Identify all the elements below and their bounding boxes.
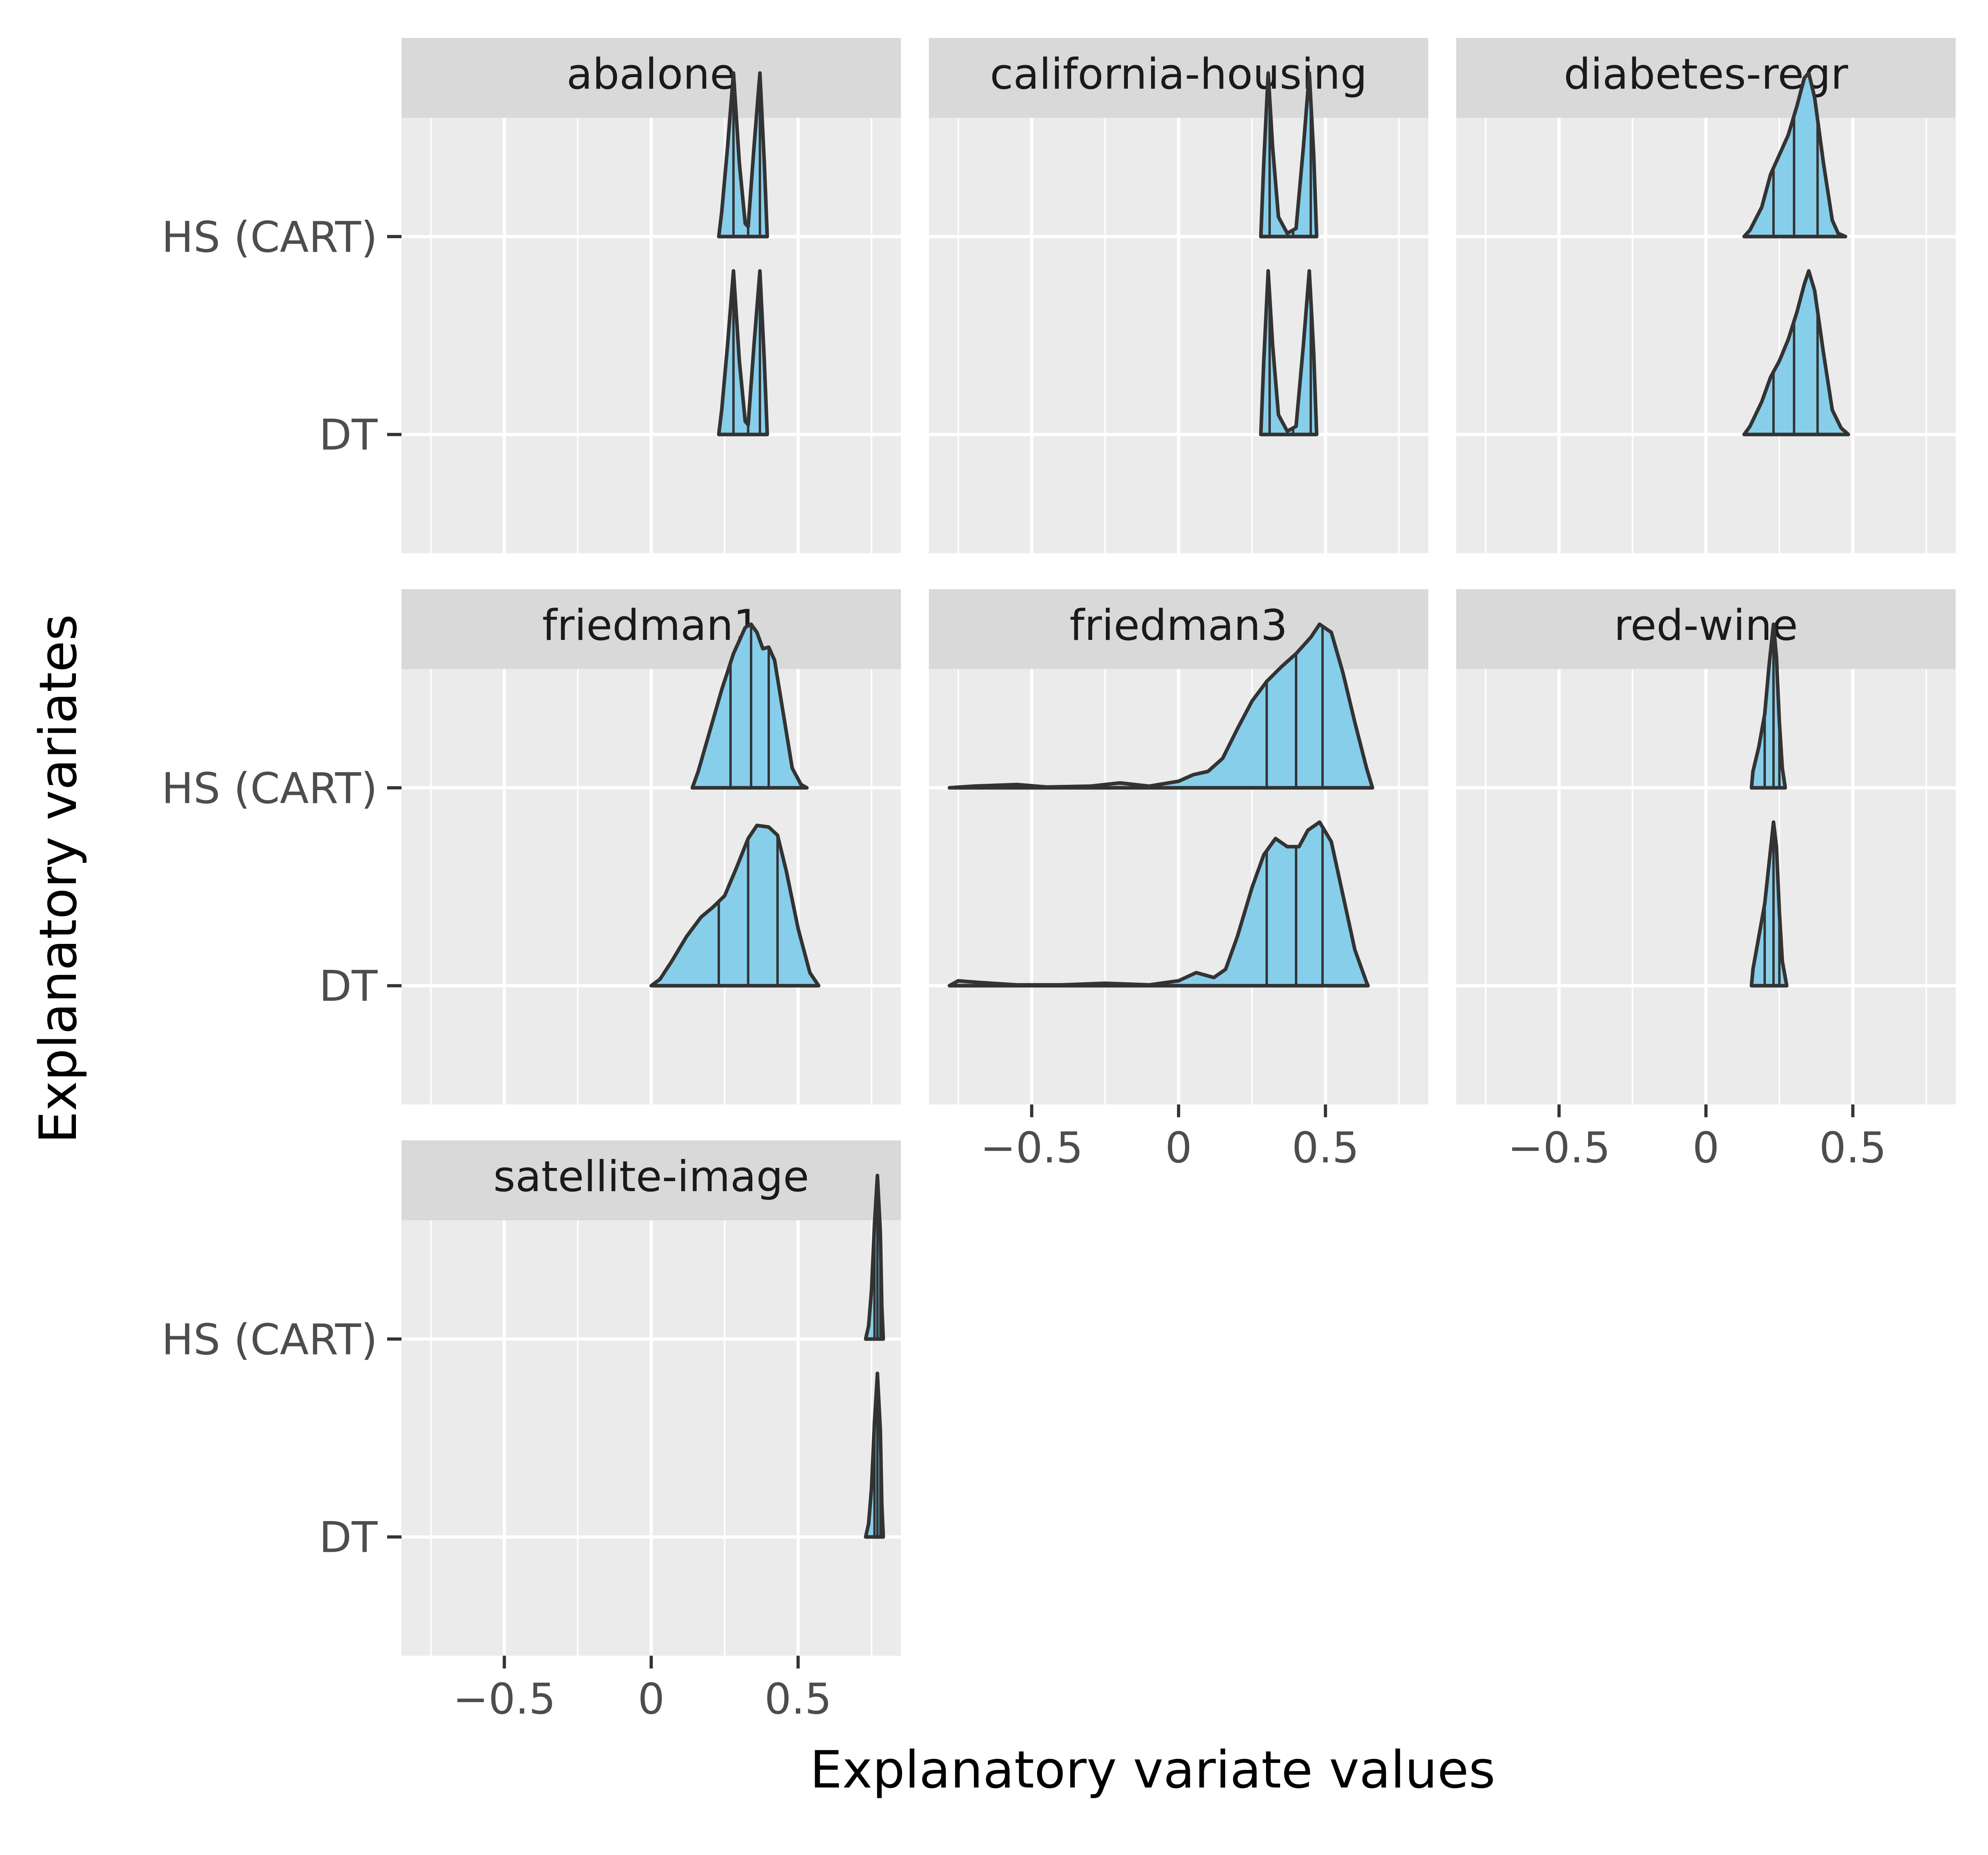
- density-outline: [864, 1174, 885, 1341]
- panel-strip: [1456, 589, 1956, 669]
- x-tick-label: −0.5: [1508, 1123, 1610, 1172]
- x-tick-label: −0.5: [453, 1674, 556, 1724]
- panel-title: red-wine: [1614, 601, 1798, 650]
- density-fill: [1260, 73, 1317, 237]
- x-tick-label: 0.5: [764, 1674, 832, 1724]
- density-outline: [1742, 269, 1851, 437]
- density-outline: [1742, 71, 1847, 238]
- density-outline: [690, 622, 809, 790]
- density-outline: [649, 823, 821, 988]
- panel-strip: [1456, 38, 1956, 118]
- ridge-hs-cart: [864, 1174, 885, 1341]
- density-fill: [1751, 822, 1787, 986]
- panel-red-wine: red-wine −0.5 0 0.5: [1456, 589, 1956, 1172]
- density-fill: [1744, 271, 1849, 435]
- x-tick-label: 0: [638, 1674, 664, 1724]
- ridge-dt: [947, 820, 1370, 988]
- density-fill: [692, 624, 807, 788]
- panel-strip: [929, 589, 1428, 669]
- panel-strip: [929, 38, 1428, 118]
- y-tick-label: DT: [319, 962, 378, 1011]
- ridge-hs-cart: [690, 622, 809, 790]
- density-outline: [717, 269, 769, 437]
- panel-strip: [402, 589, 901, 669]
- density-outline: [947, 820, 1370, 988]
- x-tick-label: 0.5: [1292, 1123, 1359, 1172]
- ridge-hs-cart: [1749, 622, 1787, 790]
- ridge-hs-cart: [1259, 71, 1319, 238]
- panel-abalone: abalone HS (CART) DT: [161, 38, 901, 553]
- panel-friedman3: friedman3 −0.5 0 0.5: [929, 589, 1428, 1172]
- x-tick-label: 0: [1165, 1123, 1192, 1172]
- x-tick-label: 0.5: [1819, 1123, 1887, 1172]
- panel-satellite-image: satellite-image HS (CART) DT −0.5 0 0.5: [161, 1140, 901, 1724]
- panel-title: friedman1: [542, 601, 760, 650]
- panel-diabetes-regr: diabetes-regr: [1456, 38, 1956, 553]
- density-outline: [1749, 820, 1789, 988]
- panel-strip: [402, 1140, 901, 1220]
- density-outline: [864, 1371, 885, 1539]
- y-tick-label: DT: [319, 411, 378, 460]
- panel-friedman1: friedman1 HS (CART) DT: [161, 589, 901, 1104]
- panel-title: satellite-image: [493, 1152, 809, 1201]
- density-outline: [717, 71, 769, 238]
- ridge-dt: [864, 1371, 885, 1539]
- y-tick-label: HS (CART): [161, 1315, 378, 1364]
- y-tick-label: HS (CART): [161, 213, 378, 262]
- density-outline: [1749, 622, 1787, 790]
- density-outline: [1259, 269, 1319, 437]
- x-tick-label: −0.5: [980, 1123, 1083, 1172]
- density-fill: [949, 822, 1368, 986]
- x-axis-title: Explanatory variate values: [810, 1740, 1495, 1800]
- panel-title: abalone: [567, 50, 736, 99]
- x-tick-label: 0: [1692, 1123, 1719, 1172]
- density-outline: [947, 622, 1374, 790]
- density-outline: [1259, 71, 1319, 238]
- y-tick-label: DT: [319, 1513, 378, 1562]
- ridge-hs-cart: [947, 622, 1374, 790]
- ridge-dt: [649, 823, 821, 988]
- ridge-dt: [1259, 269, 1319, 437]
- y-tick-label: HS (CART): [161, 764, 378, 813]
- panel-strip: [402, 38, 901, 118]
- ridge-hs-cart: [717, 71, 769, 238]
- panel-title: california-housing: [990, 50, 1367, 99]
- ridge-dt: [1742, 269, 1851, 437]
- y-axis-title: Explanatory variates: [29, 614, 88, 1143]
- ridge-dt: [1749, 820, 1789, 988]
- panel-title: friedman3: [1070, 601, 1288, 650]
- ridge-dt: [717, 269, 769, 437]
- panel-california-housing: california-housing: [929, 38, 1428, 553]
- ridge-hs-cart: [1742, 71, 1847, 238]
- density-fill: [1260, 271, 1317, 435]
